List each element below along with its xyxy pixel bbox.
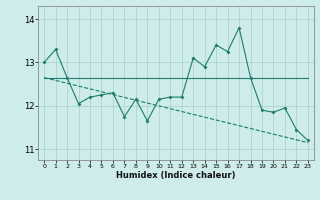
X-axis label: Humidex (Indice chaleur): Humidex (Indice chaleur)	[116, 171, 236, 180]
